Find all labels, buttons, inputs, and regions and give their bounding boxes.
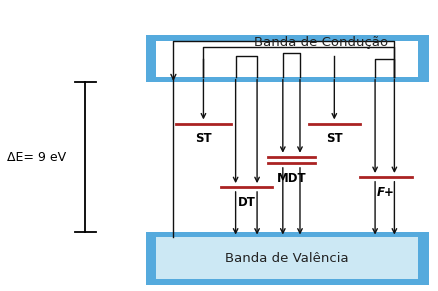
Text: ST: ST [195, 132, 212, 146]
Text: DT: DT [237, 196, 255, 209]
Text: ΔE= 9 eV: ΔE= 9 eV [7, 150, 66, 164]
Text: ST: ST [326, 132, 343, 146]
Text: MDT: MDT [276, 172, 306, 185]
Text: Banda de Valência: Banda de Valência [225, 252, 349, 265]
Bar [145, 36, 429, 82]
Text: F+: F+ [377, 186, 395, 199]
Bar [156, 40, 418, 77]
Bar [156, 237, 418, 279]
Bar [145, 233, 429, 285]
Text: Banda de Condução: Banda de Condução [254, 36, 389, 49]
